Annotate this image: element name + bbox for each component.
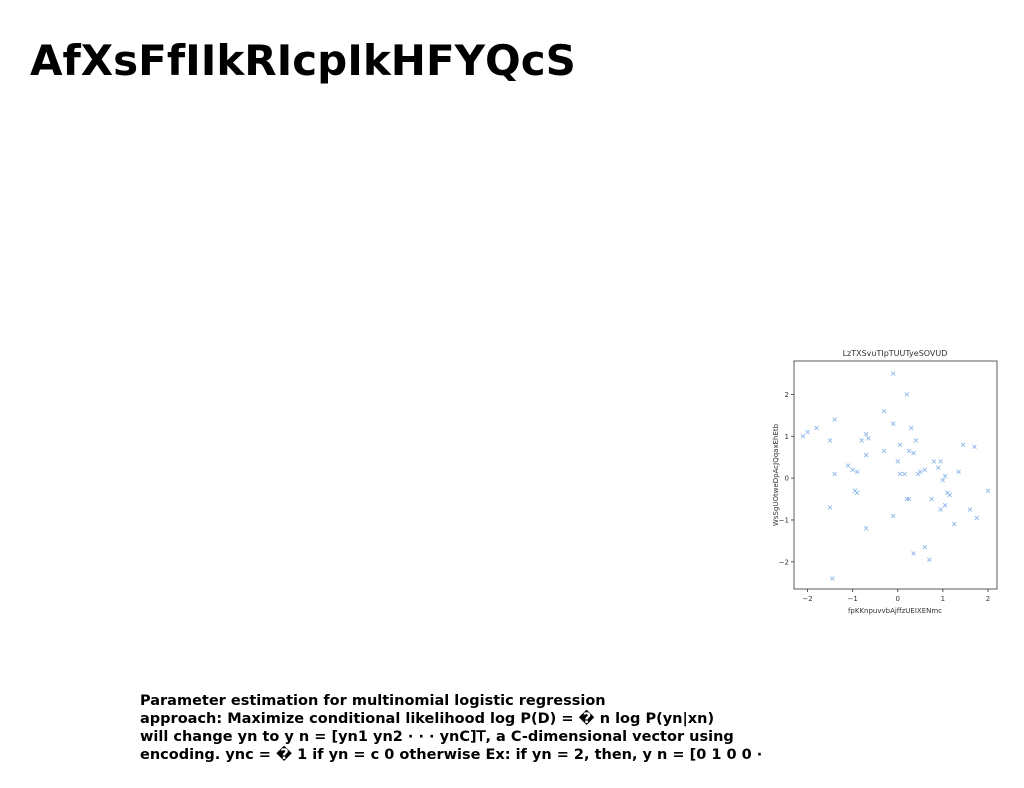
scatter-point	[927, 557, 932, 563]
scatter-point	[915, 471, 921, 477]
plot-frame	[793, 360, 998, 590]
scatter-point	[881, 408, 887, 414]
y-tick-label: 0	[785, 475, 789, 483]
scatter-point	[890, 513, 896, 519]
scatter-point	[897, 471, 903, 477]
scatter-point	[911, 551, 916, 556]
scatter-point	[906, 448, 912, 454]
scatter-point	[931, 459, 937, 464]
caption-line-3: will change yn to y n = [yn1 yn2 · · · y…	[140, 729, 734, 745]
scatter-point	[938, 459, 943, 464]
y-tick-label: −2	[779, 558, 789, 566]
x-tick-label: 1	[941, 595, 945, 603]
y-axis-label: WsSgUOtweDpAcJQqaxEhEtb	[772, 423, 780, 526]
x-tick-label: 0	[896, 595, 900, 603]
scatter-point	[832, 471, 837, 477]
scatter-point	[951, 521, 957, 527]
scatter-point	[845, 463, 851, 468]
chart-title: LzTXSvuTIpTUUTyeSOVUD	[843, 349, 948, 358]
scatter-point	[895, 459, 901, 464]
x-tick-label: −1	[847, 595, 857, 603]
scatter-point	[960, 442, 966, 447]
x-tick-label: 2	[986, 595, 990, 603]
scatter-point	[974, 515, 980, 521]
y-tick-label: 2	[785, 391, 789, 399]
scatter-point	[902, 471, 907, 477]
scatter-point	[830, 576, 835, 581]
scatter-point	[827, 505, 833, 510]
scatter-point	[972, 444, 977, 450]
scatter-point	[942, 473, 948, 479]
scatter-point	[929, 496, 934, 502]
scatter-point	[832, 417, 837, 422]
scatter-point	[800, 433, 806, 439]
scatter-point	[805, 429, 810, 435]
scatter-point	[922, 544, 928, 550]
caption-text: Parameter estimation for multinomial log…	[140, 692, 763, 764]
scatter-point	[859, 438, 864, 443]
scatter-points	[800, 371, 991, 581]
y-axis-ticks: −2 −1 0 1 2	[779, 391, 794, 566]
scatter-point	[956, 469, 961, 475]
scatter-point	[922, 467, 928, 473]
scatter-point	[967, 507, 973, 512]
caption-line-2: approach: Maximize conditional likelihoo…	[140, 711, 715, 727]
y-tick-label: 1	[785, 433, 789, 441]
scatter-point	[904, 392, 910, 397]
scatter-point	[890, 371, 896, 376]
scatter-point	[947, 492, 952, 498]
scatter-point	[866, 436, 871, 441]
x-tick-label: −2	[802, 595, 812, 603]
scatter-plot: LzTXSvuTIpTUUTyeSOVUD −2 −1 0 1 2 −2 −1 0 1 2 fp…	[772, 349, 998, 615]
x-axis-label: fpKKnpuvvbAjffzUEIXENmc	[848, 607, 942, 615]
scatter-point	[863, 431, 869, 437]
y-tick-label: −1	[779, 516, 789, 524]
scatter-figure: LzTXSvuTIpTUUTyeSOVUD −2 −1 0 1 2 −2 −1 0 1 2 fp…	[764, 342, 1004, 622]
scatter-point	[936, 465, 941, 470]
caption-line-4: encoding. ync = � 1 if yn = c 0 otherwis…	[140, 747, 763, 763]
scatter-point	[940, 477, 946, 483]
scatter-point	[906, 496, 912, 502]
scatter-point	[897, 442, 903, 447]
scatter-point	[913, 438, 919, 443]
scatter-point	[881, 448, 887, 454]
scatter-point	[985, 488, 991, 494]
scatter-point	[854, 469, 860, 475]
scatter-point	[827, 438, 833, 443]
scatter-point	[854, 490, 860, 496]
scatter-point	[890, 421, 896, 427]
page-title: AfXsFfIIkRIcpIkHFYQcS	[30, 36, 576, 85]
scatter-point	[850, 467, 855, 473]
scatter-point	[938, 507, 943, 512]
x-axis-ticks: −2 −1 0 1 2	[802, 589, 990, 603]
scatter-point	[814, 425, 819, 431]
scatter-point	[911, 450, 916, 456]
scatter-point	[863, 526, 869, 531]
scatter-point	[863, 452, 869, 458]
scatter-point	[908, 425, 914, 431]
caption-line-1: Parameter estimation for multinomial log…	[140, 693, 606, 709]
scatter-point	[942, 503, 948, 508]
